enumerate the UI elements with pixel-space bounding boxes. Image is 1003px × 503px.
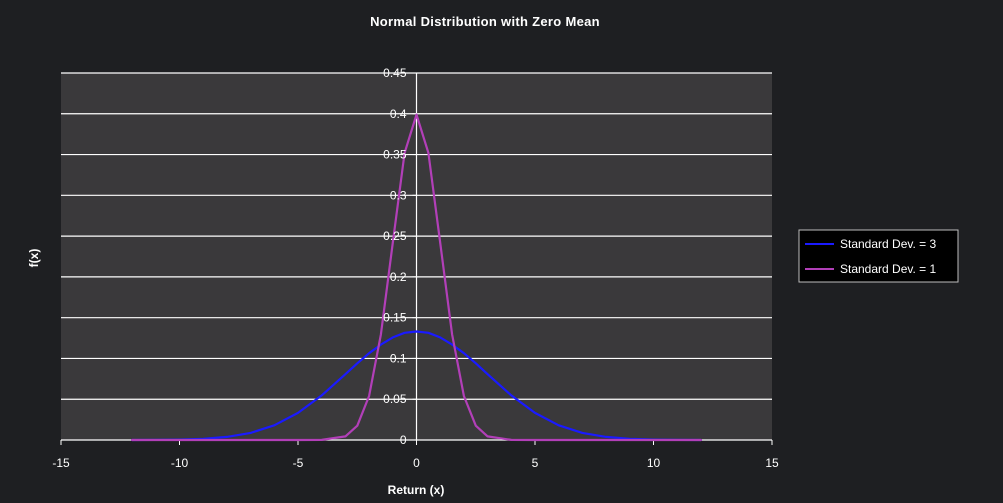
y-tick-label: 0.15 xyxy=(383,311,407,325)
legend-label-sd3: Standard Dev. = 3 xyxy=(840,237,936,251)
x-tick-label: -10 xyxy=(171,456,189,470)
y-tick-label: 0.1 xyxy=(390,351,407,365)
y-tick-label: 0.05 xyxy=(383,392,407,406)
y-tick-label: 0.3 xyxy=(390,188,407,202)
y-tick-label: 0.2 xyxy=(390,270,407,284)
legend: Standard Dev. = 3 Standard Dev. = 1 xyxy=(798,229,959,283)
legend-box xyxy=(798,229,959,283)
y-tick-label: 0.35 xyxy=(383,148,407,162)
series-lines xyxy=(131,113,703,442)
x-tick-label: 15 xyxy=(765,456,779,470)
y-tick-label: 0.25 xyxy=(383,229,407,243)
x-tick-label: -5 xyxy=(293,456,304,470)
y-tick-label: 0.4 xyxy=(390,107,407,121)
x-tick-label: 0 xyxy=(413,456,420,470)
series-line-0 xyxy=(131,330,703,442)
tick-labels: 0 0.05 0.1 0.15 0.2 0.25 0.3 0.35 0.4 0.45 -15 -10 -… xyxy=(52,66,779,470)
legend-label-sd1: Standard Dev. = 1 xyxy=(840,262,936,276)
y-tick-label: 0.45 xyxy=(383,66,407,80)
x-axis-label: Return (x) xyxy=(388,483,445,497)
x-tick-label: 10 xyxy=(647,456,661,470)
series-line-1 xyxy=(131,113,703,442)
x-tick-label: 5 xyxy=(532,456,539,470)
x-tick-label: -15 xyxy=(52,456,70,470)
y-axis-label: f(x) xyxy=(27,249,41,268)
chart-title: Normal Distribution with Zero Mean xyxy=(370,14,600,29)
y-tick-label: 0 xyxy=(400,433,407,447)
